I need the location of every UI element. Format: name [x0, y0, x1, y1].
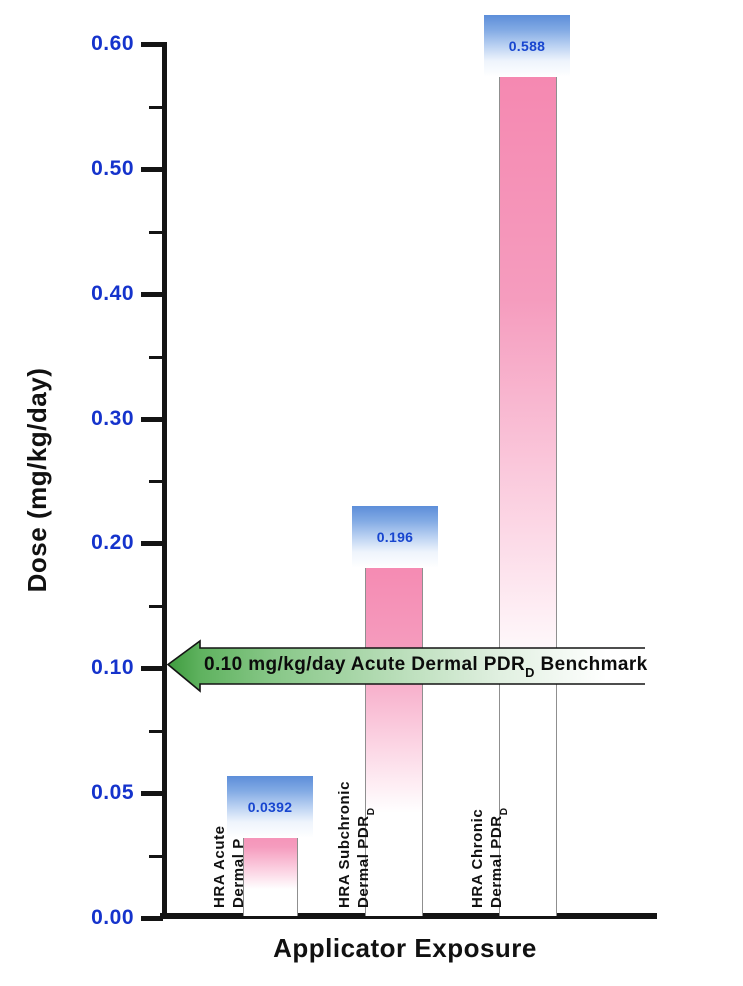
y-axis-line	[162, 42, 167, 919]
y-tick-label: 0.60	[91, 32, 134, 55]
y-tick-0.30	[141, 417, 163, 422]
y-tick-0.10	[141, 666, 163, 671]
category-line-1: HRA Chronic	[469, 808, 486, 908]
y-tick-0.00	[141, 916, 163, 921]
benchmark-label: 0.10 mg/kg/day Acute Dermal PDRD Benchma…	[204, 651, 647, 680]
y-tick-0.05	[141, 791, 163, 796]
value-label-acute: 0.0392	[227, 776, 313, 838]
category-label-subchronic: HRA Subchronic Dermal PDRD	[335, 776, 377, 908]
subscript-d: D	[366, 807, 377, 816]
y-tick-0.40	[141, 292, 163, 297]
x-axis-line	[160, 913, 657, 919]
value-label-chronic: 0.588	[484, 15, 570, 77]
y-tick-label: 0.40	[91, 282, 134, 305]
y-tick-label: 0.05	[91, 781, 134, 804]
category-line-2-text: Dermal PDR	[488, 815, 505, 908]
y-tick-label: 0.20	[91, 531, 134, 554]
y-tick-label: 0.00	[91, 906, 134, 929]
y-tick-label: 0.50	[91, 157, 134, 180]
y-minor-tick	[149, 106, 163, 109]
y-minor-tick	[149, 730, 163, 733]
y-tick-0.50	[141, 167, 163, 172]
bar-hra-subchronic-dermal	[365, 548, 423, 916]
y-minor-tick	[149, 605, 163, 608]
y-minor-tick	[149, 231, 163, 234]
benchmark-label-prefix: 0.10 mg/kg/day Acute Dermal PDR	[204, 654, 526, 675]
y-minor-tick	[149, 356, 163, 359]
category-label-chronic: HRA Chronic Dermal PDRD	[468, 790, 510, 908]
y-tick-0.20	[141, 541, 163, 546]
bar-hra-chronic-dermal	[499, 59, 557, 916]
y-tick-0.60	[141, 42, 163, 47]
x-axis-title: Applicator Exposure	[273, 933, 537, 963]
category-line-2: Dermal PDRD	[487, 790, 512, 908]
y-minor-tick	[149, 480, 163, 483]
y-tick-label: 0.30	[91, 407, 134, 430]
y-minor-tick	[149, 855, 163, 858]
subscript-d: D	[499, 807, 510, 816]
category-line-2-text: Dermal PDR	[355, 815, 372, 908]
y-axis-title: Dose (mg/kg/day)	[22, 367, 52, 593]
value-label-subchronic: 0.196	[352, 506, 438, 568]
category-line-1: HRA Subchronic	[336, 780, 353, 908]
subscript-d: D	[525, 664, 535, 680]
category-line-2: Dermal PDRD	[354, 776, 379, 908]
benchmark-label-suffix: Benchmark	[534, 654, 648, 675]
y-tick-label: 0.10	[91, 656, 134, 679]
